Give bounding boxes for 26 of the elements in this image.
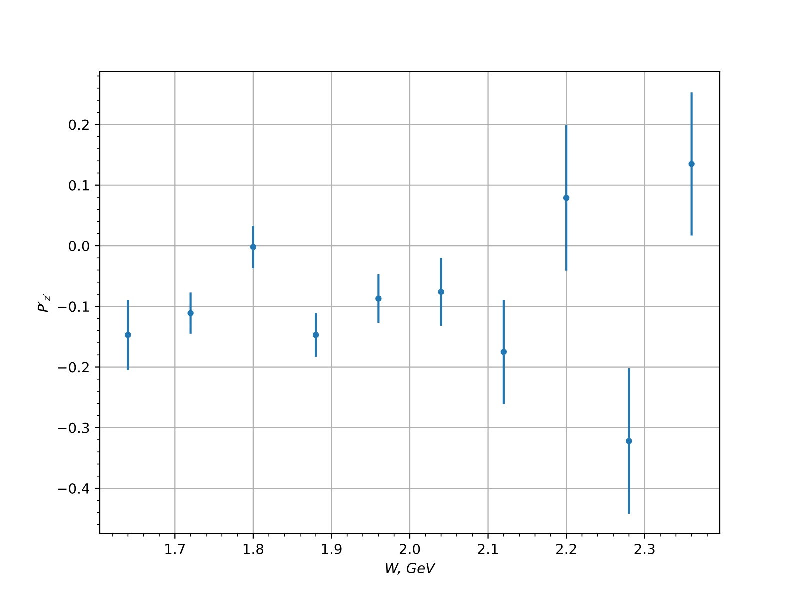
y-axis-title: P′$_{z′}$ [38,294,50,312]
point [438,288,444,296]
y-tick-label: 0.2 [69,120,89,130]
x-tick-label: 2.1 [478,544,498,554]
x-tick-label: 2.2 [556,544,576,554]
point [188,310,194,316]
x-tick-label: 1.9 [322,544,342,554]
point [500,348,508,356]
x-tick-label: 1.7 [166,544,186,554]
point [376,296,382,302]
x-tick-label: 1.8 [244,544,264,554]
point [312,332,320,338]
y-tick-label: −0.1 [58,302,89,312]
point [563,194,570,202]
x-tick-label: 2.0 [400,544,420,554]
y-tick-label: 0.0 [69,240,90,252]
x-tick-label: 2.3 [634,544,655,554]
y-tick-label: 0.1 [69,180,89,191]
y-tick-label: −0.2 [58,362,89,373]
point [250,244,257,250]
point [626,438,632,444]
x-axis-title: W, GeV [386,562,436,575]
y-tick-label: −0.4 [58,483,90,494]
y-tick-label: −0.3 [58,422,90,434]
point [688,161,695,168]
point [125,332,132,338]
